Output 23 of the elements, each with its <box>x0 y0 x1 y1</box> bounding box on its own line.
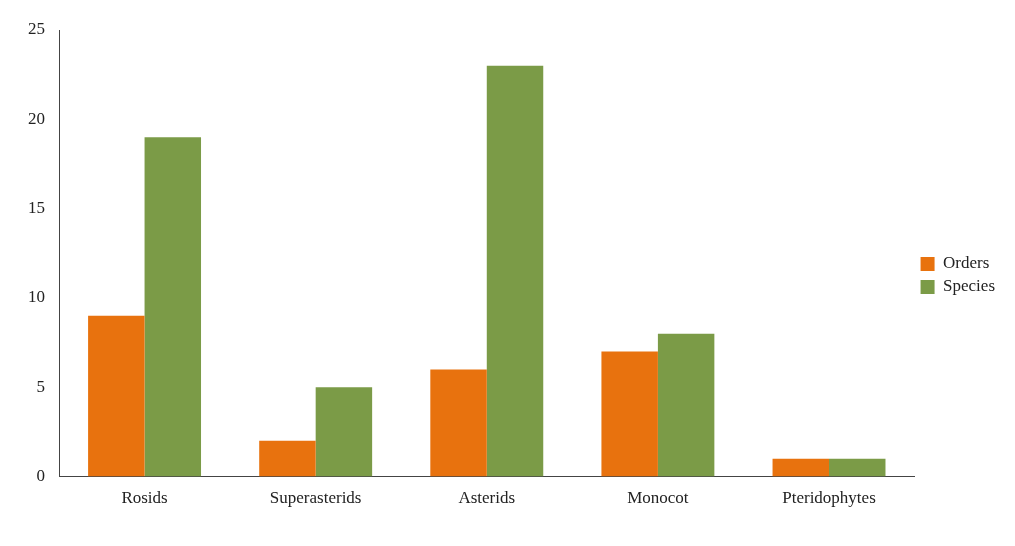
x-tick-label: Rosids <box>121 488 168 508</box>
legend-label: Orders <box>943 253 990 273</box>
bar <box>772 458 830 477</box>
bar <box>259 440 316 477</box>
bar <box>315 387 373 477</box>
x-tick-label: Pteridophytes <box>782 488 876 508</box>
y-tick-label: 0 <box>36 466 45 486</box>
bar <box>829 458 886 477</box>
y-tick-label: 15 <box>28 198 45 218</box>
bar <box>144 137 202 477</box>
y-tick-label: 10 <box>28 287 45 307</box>
bar <box>486 65 544 477</box>
x-tick-label: Asterids <box>458 488 516 508</box>
bar <box>657 333 715 477</box>
y-tick-label: 20 <box>28 108 45 128</box>
y-tick-label: 5 <box>36 376 45 396</box>
x-tick-label: Superasterids <box>269 488 362 508</box>
bar <box>88 315 145 477</box>
bar <box>601 351 658 477</box>
y-tick-label: 25 <box>28 19 45 39</box>
bar <box>430 369 487 477</box>
x-tick-label: Monocot <box>627 488 689 508</box>
legend-label: Species <box>943 276 996 296</box>
